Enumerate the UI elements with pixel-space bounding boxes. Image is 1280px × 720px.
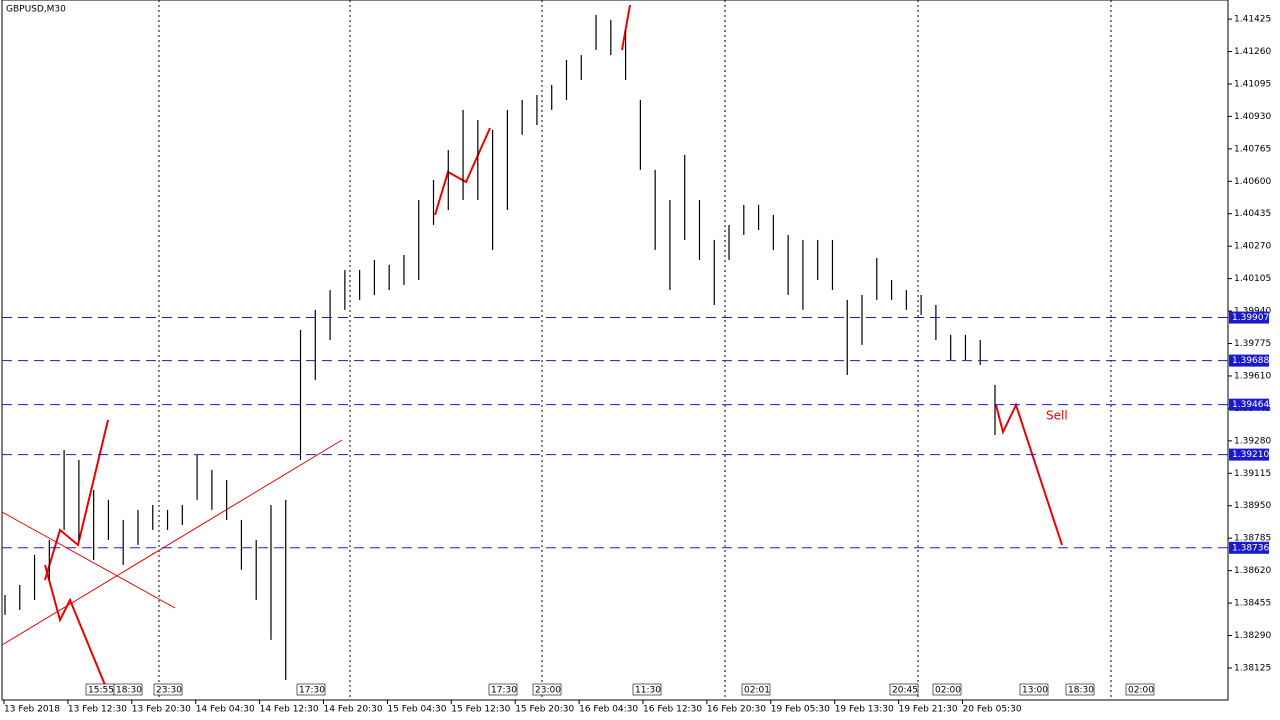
time-tag bbox=[889, 683, 919, 696]
y-tick-label: 1.39115 bbox=[1234, 469, 1271, 479]
time-tag-label: 23:00 bbox=[535, 686, 561, 696]
y-tick-label: 1.38620 bbox=[1234, 566, 1271, 576]
time-tag-label: 18:30 bbox=[1068, 686, 1094, 696]
y-tick-label: 1.40435 bbox=[1234, 209, 1271, 219]
y-tick-label: 1.38785 bbox=[1234, 534, 1271, 544]
y-tick-label: 1.40105 bbox=[1234, 274, 1271, 284]
y-tick-label: 1.41260 bbox=[1234, 47, 1271, 57]
level-label: 1.39688 bbox=[1232, 356, 1269, 366]
y-tick-label: 1.38455 bbox=[1234, 599, 1271, 609]
level-label-box bbox=[1229, 398, 1269, 411]
x-tick-label: 13 Feb 12:30 bbox=[68, 705, 127, 715]
x-tick-label: 14 Feb 04:30 bbox=[196, 705, 255, 715]
y-tick-label: 1.38950 bbox=[1234, 501, 1271, 511]
time-tag-label: 17:30 bbox=[299, 686, 325, 696]
level-label-box bbox=[1229, 541, 1269, 554]
time-tag-label: 13:00 bbox=[1022, 686, 1048, 696]
time-tag bbox=[632, 683, 662, 696]
time-tag bbox=[488, 683, 518, 696]
x-tick-label: 15 Feb 20:30 bbox=[515, 705, 574, 715]
plot-frame bbox=[1, 0, 1229, 701]
time-tag bbox=[1125, 683, 1155, 696]
y-tick-label: 1.39610 bbox=[1234, 371, 1271, 381]
level-label-box bbox=[1229, 448, 1269, 461]
time-tag bbox=[1065, 683, 1095, 696]
x-tick-label: 16 Feb 04:30 bbox=[579, 705, 638, 715]
y-tick-label: 1.38125 bbox=[1234, 663, 1271, 673]
x-tick-label: 14 Feb 12:30 bbox=[260, 705, 319, 715]
level-label: 1.38736 bbox=[1232, 543, 1269, 553]
time-tag-label: 11:30 bbox=[635, 686, 661, 696]
level-label: 1.39907 bbox=[1232, 313, 1269, 323]
annotation: Sell bbox=[1046, 409, 1068, 423]
time-tag bbox=[296, 683, 326, 696]
y-tick-label: 1.41425 bbox=[1234, 15, 1271, 25]
time-tag-label: 02:00 bbox=[1128, 686, 1154, 696]
time-tag bbox=[932, 683, 962, 696]
x-tick-label: 19 Feb 13:30 bbox=[835, 705, 894, 715]
trend-lines bbox=[1, 439, 343, 646]
y-tick-label: 1.38290 bbox=[1234, 631, 1271, 641]
time-tag-label: 02:00 bbox=[935, 686, 961, 696]
time-tag bbox=[113, 683, 143, 696]
x-tick-label: 13 Feb 20:30 bbox=[132, 705, 191, 715]
x-tick-label: 16 Feb 12:30 bbox=[643, 705, 702, 715]
time-tag bbox=[153, 683, 183, 696]
period-separators bbox=[158, 0, 1112, 700]
x-tick-label: 19 Feb 05:30 bbox=[771, 705, 830, 715]
x-tick-label: 15 Feb 12:30 bbox=[451, 705, 510, 715]
time-tag-label: 15:55 bbox=[88, 686, 114, 696]
time-tag-label: 02:01 bbox=[744, 686, 770, 696]
y-tick-label: 1.39775 bbox=[1234, 339, 1271, 349]
time-tag bbox=[741, 683, 771, 696]
y-tick-label: 1.40270 bbox=[1234, 242, 1271, 252]
y-tick-label: 1.40600 bbox=[1234, 177, 1271, 187]
time-tag-label: 18:30 bbox=[116, 686, 142, 696]
time-tag bbox=[1019, 683, 1049, 696]
x-tick-label: 19 Feb 21:30 bbox=[899, 705, 958, 715]
time-tag bbox=[532, 683, 562, 696]
x-tick-label: 16 Feb 20:30 bbox=[707, 705, 766, 715]
x-tick-label: 15 Feb 04:30 bbox=[387, 705, 446, 715]
time-tag-label: 17:30 bbox=[491, 686, 517, 696]
y-tick-label: 1.40765 bbox=[1234, 144, 1271, 154]
x-tick-label: 20 Feb 05:30 bbox=[963, 705, 1022, 715]
level-label: 1.39464 bbox=[1232, 400, 1269, 410]
level-label-box bbox=[1229, 354, 1269, 367]
chart-title: GBPUSD,M30 bbox=[6, 5, 66, 15]
y-tick-label: 1.41095 bbox=[1234, 79, 1271, 89]
x-tick-label: 13 Feb 2018 bbox=[4, 705, 60, 715]
level-label: 1.39210 bbox=[1232, 450, 1269, 460]
level-label-box bbox=[1229, 311, 1269, 324]
y-tick-label: 1.40930 bbox=[1234, 112, 1271, 122]
y-tick-label: 1.39280 bbox=[1234, 436, 1271, 446]
x-tick-label: 14 Feb 20:30 bbox=[324, 705, 383, 715]
time-tag-label: 23:30 bbox=[156, 686, 182, 696]
time-tag-label: 20:45 bbox=[892, 686, 918, 696]
